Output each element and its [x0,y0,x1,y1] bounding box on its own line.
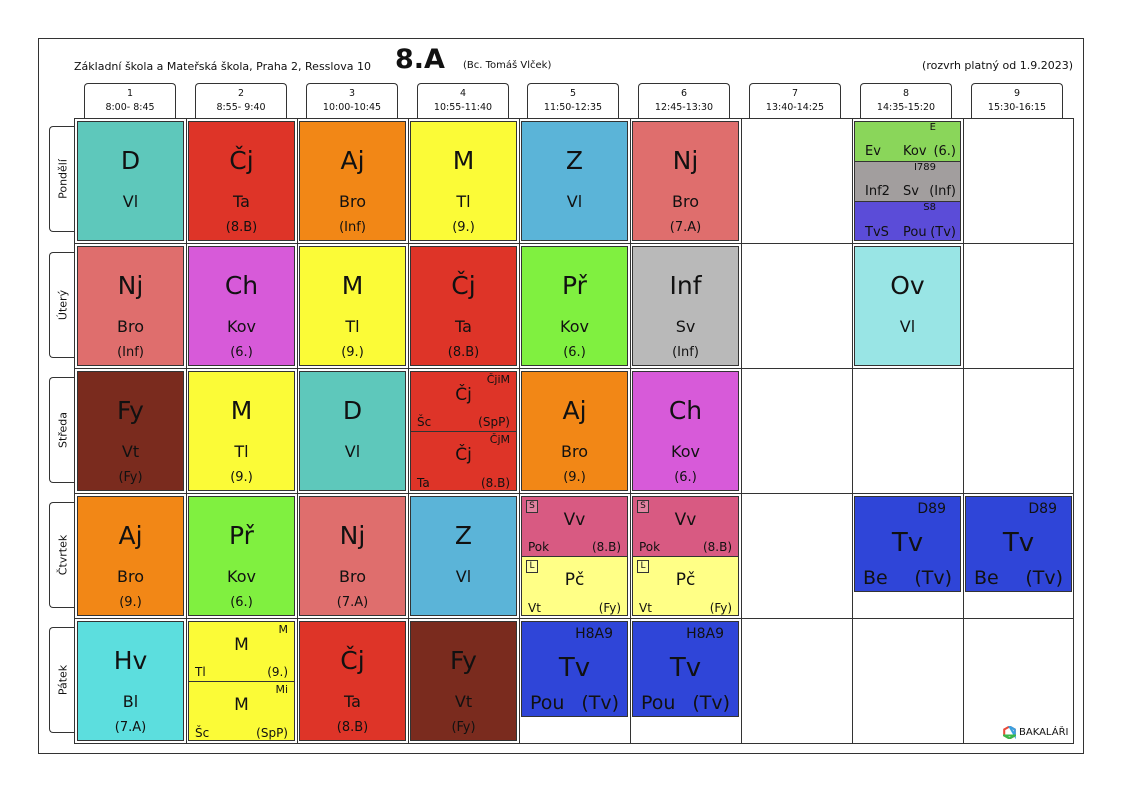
bakalari-logo-icon [1003,726,1016,739]
day-header-friday: Pátek [49,627,75,733]
lesson-wed-4-b[interactable]: ČjM Čj Ta (8.B) [417,433,510,490]
lesson-thu-8[interactable]: D89 Tv Be (Tv) [854,496,961,592]
day-header-wednesday: Středa [49,377,75,483]
lesson-mon-2[interactable]: Čj Ta (8.B) [188,121,295,241]
lesson-thu-6-split[interactable]: S Vv Pok (8.B) L Pč Vt (Fy) [632,496,739,616]
lesson-fri-5[interactable]: H8A9 Tv Pou (Tv) [521,621,628,717]
lesson-tue-5[interactable]: Př Kov (6.) [521,246,628,366]
class-title: 8.A [395,44,445,75]
lesson-thu-3[interactable]: Nj Bro (7.A) [299,496,406,616]
period-header-3: 3 10:00-10:45 [306,83,398,118]
lesson-fri-6[interactable]: H8A9 Tv Pou (Tv) [632,621,739,717]
lesson-thu-6-vv[interactable]: S Vv Pok (8.B) [633,497,738,557]
lesson-thu-9[interactable]: D89 Tv Be (Tv) [965,496,1072,592]
lesson-fri-2-split[interactable]: M M Tl (9.) Mi M Šc (SpP) [188,621,295,741]
lesson-thu-5-pc[interactable]: L Pč Vt (Fy) [522,557,627,615]
lesson-mon-5[interactable]: Z Vl [521,121,628,241]
lesson-mon-6[interactable]: Nj Bro (7.A) [632,121,739,241]
day-header-tuesday: Úterý [49,252,75,358]
lesson-fri-1[interactable]: Hv Bl (7.A) [77,621,184,741]
lesson-fri-3[interactable]: Čj Ta (8.B) [299,621,406,741]
lesson-tue-2[interactable]: Ch Kov (6.) [188,246,295,366]
period-header-2: 2 8:55- 9:40 [195,83,287,118]
lesson-mon-4[interactable]: M Tl (9.) [410,121,517,241]
day-header-thursday: Čtvrtek [49,502,75,608]
lesson-tue-8[interactable]: Ov Vl [854,246,961,366]
lesson-thu-2[interactable]: Př Kov (6.) [188,496,295,616]
lesson-wed-4-a[interactable]: ČjiM Čj Šc (SpP) [411,372,516,432]
lesson-mon-3[interactable]: Aj Bro (Inf) [299,121,406,241]
lesson-mon-8-split[interactable]: E Ev Kov (6.) I789 Inf2 Sv (Inf) S8 TvS Pou (Tv) [854,121,961,241]
lesson-tue-3[interactable]: M Tl (9.) [299,246,406,366]
lesson-thu-6-pc[interactable]: L Pč Vt (Fy) [633,557,738,615]
lesson-wed-5[interactable]: Aj Bro (9.) [521,371,628,491]
lesson-fri-4[interactable]: Fy Vt (Fy) [410,621,517,741]
lesson-wed-1[interactable]: Fy Vt (Fy) [77,371,184,491]
lesson-mon-8-inf[interactable]: I789 Inf2 Sv (Inf) [855,162,960,202]
period-header-6: 6 12:45-13:30 [638,83,730,118]
lesson-thu-1[interactable]: Aj Bro (9.) [77,496,184,616]
validity-note: (rozvrh platný od 1.9.2023) [922,59,1073,72]
lesson-fri-2-b[interactable]: Mi M Šc (SpP) [195,683,288,740]
period-header-8: 8 14:35-15:20 [860,83,952,118]
lesson-wed-2[interactable]: M Tl (9.) [188,371,295,491]
period-header-5: 5 11:50-12:35 [527,83,619,118]
bakalari-logo: BAKALÁŘI [1003,726,1068,739]
lesson-tue-4[interactable]: Čj Ta (8.B) [410,246,517,366]
period-header-1: 1 8:00- 8:45 [84,83,176,118]
lesson-fri-2-a[interactable]: M M Tl (9.) [189,622,294,682]
lesson-wed-3[interactable]: D Vl [299,371,406,491]
period-header-4: 4 10:55-11:40 [417,83,509,118]
day-header-monday: Pondělí [49,126,75,232]
school-name: Základní škola a Mateřská škola, Praha 2… [74,60,371,73]
lesson-mon-8-tvs[interactable]: S8 TvS Pou (Tv) [855,202,960,240]
period-header-9: 9 15:30-16:15 [971,83,1063,118]
lesson-wed-4-split[interactable]: ČjiM Čj Šc (SpP) ČjM Čj Ta (8.B) [410,371,517,491]
period-header-7: 7 13:40-14:25 [749,83,841,118]
class-teacher: (Bc. Tomáš Vlček) [463,60,552,71]
lesson-tue-1[interactable]: Nj Bro (Inf) [77,246,184,366]
lesson-tue-6[interactable]: Inf Sv (Inf) [632,246,739,366]
lesson-thu-4[interactable]: Z Vl [410,496,517,616]
timetable-frame [38,38,1084,754]
lesson-mon-1[interactable]: D Vl [77,121,184,241]
timetable-grid: D Vl Čj Ta (8.B) Aj Bro (Inf) M Tl (9.) Z Vl Nj B… [74,118,1074,744]
lesson-thu-5-vv[interactable]: S Vv Pok (8.B) [522,497,627,557]
lesson-wed-6[interactable]: Ch Kov (6.) [632,371,739,491]
lesson-thu-5-split[interactable]: S Vv Pok (8.B) L Pč Vt (Fy) [521,496,628,616]
lesson-mon-8-ev[interactable]: E Ev Kov (6.) [855,122,960,162]
